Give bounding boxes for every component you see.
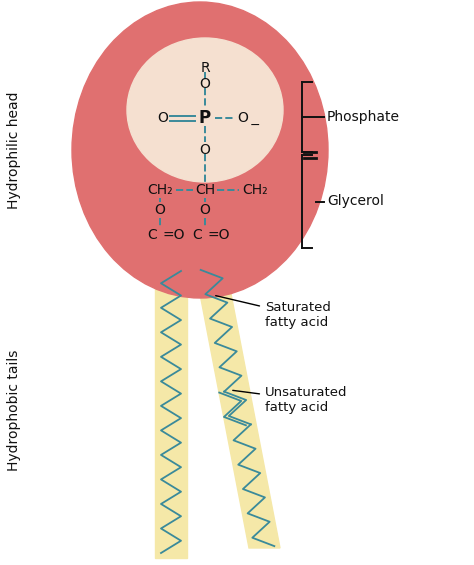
Text: O: O [237,111,248,125]
Ellipse shape [72,2,328,298]
Text: O: O [157,111,168,125]
Polygon shape [195,268,280,548]
Text: Hydrophilic head: Hydrophilic head [7,92,21,208]
Text: Unsaturated
fatty acid: Unsaturated fatty acid [233,386,347,414]
Text: Hydrophobic tails: Hydrophobic tails [7,349,21,471]
Text: =O: =O [163,228,185,242]
Text: O: O [200,203,210,217]
Text: O: O [200,143,210,157]
Text: Phosphate: Phosphate [327,110,400,124]
Text: CH₂: CH₂ [242,183,268,197]
Ellipse shape [127,38,283,182]
Text: Glycerol: Glycerol [327,194,384,208]
Text: P: P [199,109,211,127]
Bar [155,268,187,558]
Text: O: O [155,203,165,217]
Text: C: C [147,228,157,242]
Text: R: R [200,61,210,75]
Text: =O: =O [208,228,230,242]
Text: CH₂: CH₂ [147,183,173,197]
Text: C: C [192,228,202,242]
Text: −: − [250,119,260,132]
Text: CH: CH [195,183,215,197]
Text: Saturated
fatty acid: Saturated fatty acid [216,295,331,329]
Text: O: O [200,77,210,91]
